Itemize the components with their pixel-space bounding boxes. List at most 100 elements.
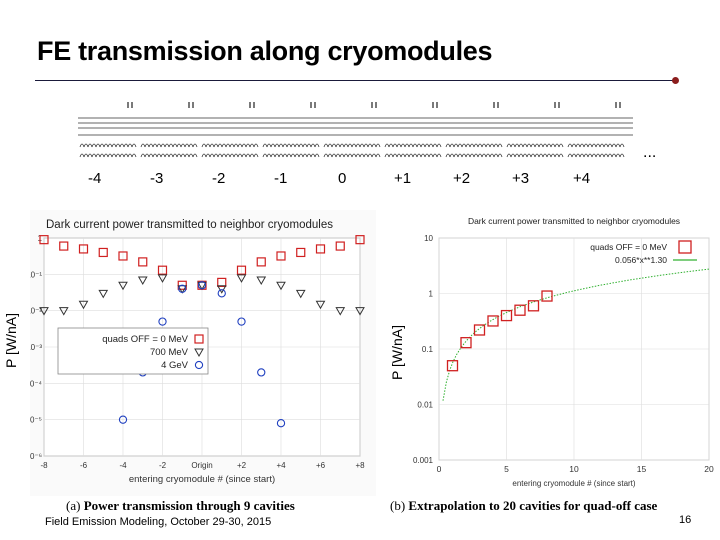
title-divider: [35, 80, 675, 81]
cryomodule-lattice-schematic: [78, 102, 633, 158]
lattice-cell-label: +2: [453, 170, 471, 187]
page-number: 16: [679, 514, 692, 526]
lattice-cell-label: -2: [212, 170, 226, 187]
chart-b-data-point: [473, 324, 486, 336]
data-point-triangle: [194, 348, 204, 358]
cavity-cells: [262, 143, 320, 148]
slide-title: FE transmission along cryomodules: [37, 36, 493, 66]
cavity-cells: [445, 143, 503, 148]
data-point-triangle: [276, 281, 286, 291]
left-y-axis-label: P [W/nA]: [3, 313, 19, 368]
chart-b-x-tick-label: 20: [704, 464, 714, 474]
cavity-cells: [506, 153, 564, 158]
chart-a-x-tick-label: -8: [40, 461, 48, 470]
chart-b-legend: quads OFF = 0 MeV 0.056*x**1.30: [590, 240, 697, 265]
caption-b-text: Extrapolation to 20 cavities for quad-of…: [408, 498, 658, 513]
data-point-triangle: [295, 289, 306, 299]
lattice-cell-label: -3: [150, 170, 164, 187]
chart-a-x-tick-label: +2: [237, 461, 247, 470]
chart-b-x-tick-label: 5: [504, 464, 509, 474]
data-point-triangle: [177, 285, 188, 294]
chart-a-y-tick-label: 10⁻¹: [30, 270, 42, 279]
title-dot: [672, 77, 679, 84]
data-point-square: [236, 265, 247, 275]
data-point-circle: [178, 284, 187, 293]
chart-a-x-tick-label: +8: [355, 461, 365, 470]
chart-b-data-point: [541, 290, 553, 302]
chart-a-x-tick-label: -6: [80, 461, 88, 470]
data-point-circle: [197, 281, 207, 290]
data-point-triangle: [58, 307, 69, 316]
chart-a-x-tick-label: Origin: [191, 461, 212, 470]
chart-b-x-tick-label: 0: [437, 464, 442, 474]
chart-b-data-point: [527, 300, 540, 312]
chart-extrapolation-20-cavities: Dark current power transmitted to neighb…: [405, 210, 715, 496]
chart-a-x-tick-label: -4: [119, 461, 127, 470]
chart-a-legend: quads OFF = 0 MeV 700 MeV 4 GeV: [57, 327, 209, 375]
data-point-square: [78, 244, 89, 254]
chart-a-x-tick-label: -2: [159, 461, 167, 470]
data-point-triangle: [39, 307, 49, 316]
chart-b-data-point: [460, 337, 472, 349]
cavity-cells: [506, 143, 564, 148]
chart-a-y-tick-label: 10⁻⁴: [30, 379, 43, 388]
lattice-cell-label: +3: [512, 170, 530, 187]
lattice-ellipsis: ...: [643, 144, 657, 161]
data-point-triangle: [335, 307, 346, 316]
chart-a-title: Dark current power transmitted to neighb…: [46, 219, 333, 231]
lattice-cell-label: -1: [274, 170, 288, 187]
data-point-triangle: [256, 276, 267, 285]
data-point-circle: [217, 289, 226, 298]
lattice-cell-label: 0: [338, 170, 347, 187]
lattice-cell-label: +4: [573, 170, 591, 187]
cavity-cells: [567, 143, 625, 148]
caption-a: (a) Power transmission through 9 cavitie…: [66, 498, 295, 514]
cavity-cells: [79, 153, 137, 158]
cavity-cells: [140, 143, 198, 148]
data-point-square: [315, 244, 326, 254]
data-point-square: [177, 280, 187, 290]
chart-a-legend-label: 700 MeV: [150, 347, 189, 358]
chart-a-legend-box: [57, 327, 209, 375]
cavity-cells: [262, 153, 320, 158]
lattice-cell-label: +1: [394, 170, 412, 187]
chart-b-x-axis-label: entering cryomodule # (since start): [512, 479, 636, 488]
cavity-cells: [445, 153, 503, 158]
caption-a-label: (a): [66, 498, 81, 513]
data-point-square: [194, 334, 204, 344]
footer-text: Field Emission Modeling, October 29-30, …: [45, 516, 272, 528]
data-point-circle: [118, 415, 128, 424]
chart-b-y-tick-label: 0.1: [422, 345, 434, 354]
data-point-triangle: [78, 300, 89, 310]
chart-a-legend-label: 4 GeV: [161, 360, 189, 371]
data-point-square: [217, 277, 227, 287]
data-point-square: [335, 241, 345, 251]
data-point-square: [98, 247, 108, 258]
cavity-cells: [384, 153, 442, 158]
mid-y-axis-label: P [W/nA]: [389, 325, 405, 380]
chart-b-data-point: [446, 360, 459, 372]
chart-b-legend-marker: [678, 240, 692, 254]
cavity-cells: [384, 143, 442, 148]
chart-b-y-tick-label: 10: [424, 234, 433, 243]
chart-a-x-tick-label: +4: [276, 461, 286, 470]
chart-power-transmission-9-cavities: Dark current power transmitted to neighb…: [30, 210, 376, 496]
cavity-cells: [140, 153, 198, 158]
chart-a-y-tick-label: 10⁻⁵: [30, 416, 42, 425]
data-point-triangle: [118, 281, 128, 291]
data-point-circle: [276, 419, 286, 428]
cavity-cells: [323, 153, 381, 158]
chart-b-y-tick-label: 0.001: [413, 456, 434, 465]
chart-b-title: Dark current power transmitted to neighb…: [468, 216, 680, 226]
chart-a-y-tick-label: 10⁻⁶: [30, 452, 42, 461]
chart-a-legend-label: quads OFF = 0 MeV: [102, 334, 188, 345]
cavity-cells: [323, 143, 381, 148]
data-point-triangle: [315, 300, 326, 310]
data-point-square: [276, 251, 286, 261]
chart-b-x-tick-label: 10: [569, 464, 579, 474]
chart-b-data-point: [514, 304, 526, 316]
data-point-triangle: [137, 276, 148, 285]
data-point-square: [39, 235, 49, 245]
data-point-triangle: [355, 307, 365, 316]
